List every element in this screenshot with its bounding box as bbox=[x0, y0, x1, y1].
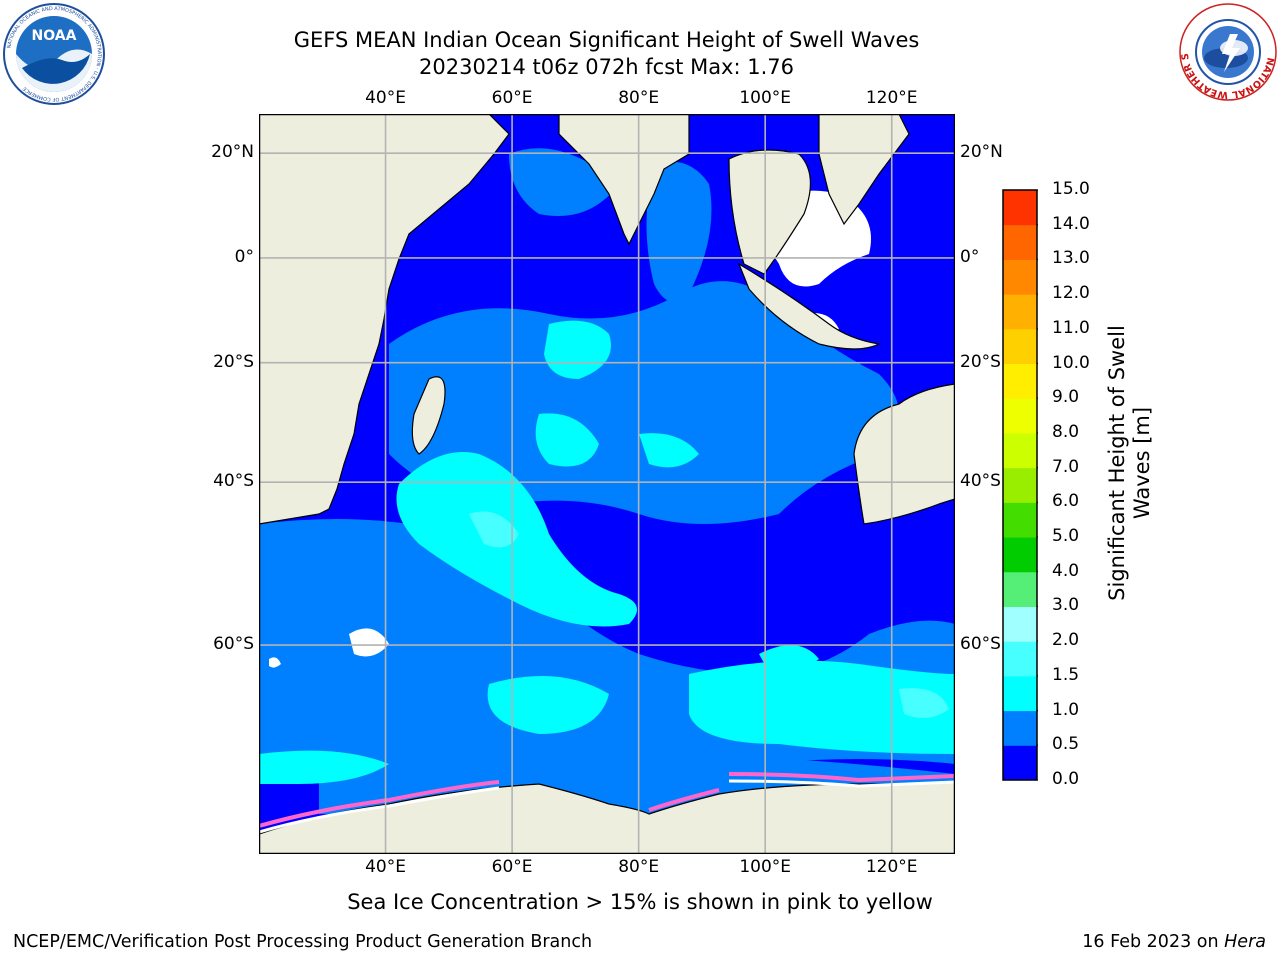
footer-right: 16 Feb 2023 on Hera bbox=[1082, 932, 1266, 952]
colorbar-label-line1: Significant Height of Swell bbox=[1105, 325, 1129, 601]
lon-label-top-3: 100°E bbox=[739, 88, 792, 108]
lon-label-bottom-3: 100°E bbox=[739, 857, 792, 877]
footer-date: 16 Feb 2023 on bbox=[1082, 932, 1225, 952]
india-land bbox=[558, 114, 690, 246]
colorbar-swatch-8 bbox=[1003, 467, 1037, 503]
lat-label-left-1: 0° bbox=[234, 246, 254, 267]
lat-label-left-2: 20°S bbox=[213, 351, 254, 372]
colorbar-swatch-13 bbox=[1003, 294, 1037, 330]
colorbar-tick-label-8: 7.0 bbox=[1052, 456, 1080, 477]
colorbar-tick-label-4: 11.0 bbox=[1052, 317, 1090, 338]
colorbar-swatch-16 bbox=[1003, 190, 1037, 226]
landmasses bbox=[259, 114, 955, 854]
wave-band-1.5-2.0 bbox=[469, 511, 949, 718]
colorbar-tick-label-9: 6.0 bbox=[1052, 491, 1080, 512]
colorbar-swatch-10 bbox=[1003, 398, 1037, 434]
australia-land bbox=[853, 383, 955, 525]
lat-label-left-4: 60°S bbox=[213, 634, 254, 655]
colorbar-tick-label-12: 3.0 bbox=[1052, 595, 1080, 616]
lon-label-top-2: 80°E bbox=[618, 88, 660, 108]
lon-label-top-0: 40°E bbox=[365, 88, 406, 108]
colorbar-swatch-5 bbox=[1003, 571, 1037, 607]
lat-label-left-0: 20°N bbox=[211, 142, 254, 163]
colorbar-swatch-11 bbox=[1003, 363, 1037, 399]
colorbar-swatch-4 bbox=[1003, 606, 1037, 642]
colorbar bbox=[1002, 189, 1038, 781]
se-asia-land bbox=[728, 149, 812, 275]
map-frame bbox=[259, 114, 955, 854]
colorbar-label: Significant Height of Swell Waves [m] bbox=[1105, 313, 1155, 613]
colorbar-tick-label-16: 0.5 bbox=[1052, 734, 1080, 755]
noaa-logo: NOAA NATIONAL OCEANIC AND ATMOSPHERIC AD… bbox=[3, 3, 105, 105]
colorbar-swatch-9 bbox=[1003, 432, 1037, 469]
lon-label-top-4: 120°E bbox=[865, 88, 918, 108]
colorbar-swatch-6 bbox=[1003, 537, 1037, 573]
colorbar-swatch-12 bbox=[1003, 328, 1037, 365]
footer-host: Hera bbox=[1224, 932, 1266, 952]
colorbar-swatch-14 bbox=[1003, 259, 1037, 295]
colorbar-swatch-15 bbox=[1003, 224, 1037, 260]
nws-logo: NATIONAL WEATHER SERVICE bbox=[1178, 2, 1277, 101]
wave-band-1.0-1.5 bbox=[259, 320, 955, 784]
colorbar-tick-label-11: 4.0 bbox=[1052, 560, 1080, 581]
lon-label-bottom-1: 60°E bbox=[491, 857, 533, 877]
lon-label-bottom-2: 80°E bbox=[618, 857, 660, 877]
colorbar-swatch-0 bbox=[1003, 745, 1037, 781]
lon-label-bottom-4: 120°E bbox=[865, 857, 918, 877]
madagascar-land bbox=[411, 376, 446, 455]
footer-left: NCEP/EMC/Verification Post Processing Pr… bbox=[13, 932, 593, 952]
sea-ice-edge bbox=[259, 772, 955, 828]
chart-subtitle: 20230214 t06z 072h fcst Max: 1.76 bbox=[419, 55, 794, 79]
colorbar-tick-label-2: 13.0 bbox=[1052, 248, 1090, 269]
colorbar-tick-label-10: 5.0 bbox=[1052, 526, 1080, 547]
colorbar-frame bbox=[1002, 189, 1038, 781]
lat-label-left-3: 40°S bbox=[213, 471, 254, 492]
lat-label-right-0: 20°N bbox=[960, 142, 1003, 163]
colorbar-tick-label-1: 14.0 bbox=[1052, 213, 1090, 234]
lon-label-bottom-0: 40°E bbox=[365, 857, 406, 877]
colorbar-tick-label-15: 1.0 bbox=[1052, 699, 1080, 720]
lat-label-right-2: 20°S bbox=[960, 351, 1001, 372]
colorbar-swatch-3 bbox=[1003, 641, 1037, 677]
colorbar-swatch-7 bbox=[1003, 502, 1037, 538]
colorbar-swatch-1 bbox=[1003, 710, 1037, 746]
indochina-land bbox=[818, 114, 910, 226]
colorbar-tick-label-17: 0.0 bbox=[1052, 769, 1080, 789]
indonesia-land bbox=[737, 262, 881, 350]
colorbar-tick-label-5: 10.0 bbox=[1052, 352, 1090, 373]
sea-ice-caption: Sea Ice Concentration > 15% is shown in … bbox=[347, 890, 933, 914]
lat-label-right-1: 0° bbox=[960, 246, 980, 267]
colorbar-tick-label-7: 8.0 bbox=[1052, 421, 1080, 442]
colorbar-tick-label-0: 15.0 bbox=[1052, 179, 1090, 199]
colorbar-label-line2: Waves [m] bbox=[1130, 406, 1154, 520]
africa-land bbox=[259, 114, 510, 525]
colorbar-tick-label-14: 1.5 bbox=[1052, 664, 1080, 685]
gridlines bbox=[259, 114, 955, 854]
lat-label-right-3: 40°S bbox=[960, 471, 1001, 492]
colorbar-tick-label-3: 12.0 bbox=[1052, 283, 1090, 304]
sea-ice-edge-inner bbox=[259, 779, 955, 834]
antarctica-land bbox=[259, 781, 955, 854]
colorbar-tick-label-6: 9.0 bbox=[1052, 387, 1080, 408]
noaa-wordmark: NOAA bbox=[32, 28, 77, 44]
colorbar-swatch-2 bbox=[1003, 675, 1037, 712]
chart-title: GEFS MEAN Indian Ocean Significant Heigh… bbox=[293, 28, 920, 52]
lat-label-right-4: 60°S bbox=[960, 634, 1001, 655]
colorbar-tick-label-13: 2.0 bbox=[1052, 630, 1080, 651]
lon-label-top-1: 60°E bbox=[491, 88, 533, 108]
swell-height-map bbox=[259, 114, 955, 854]
